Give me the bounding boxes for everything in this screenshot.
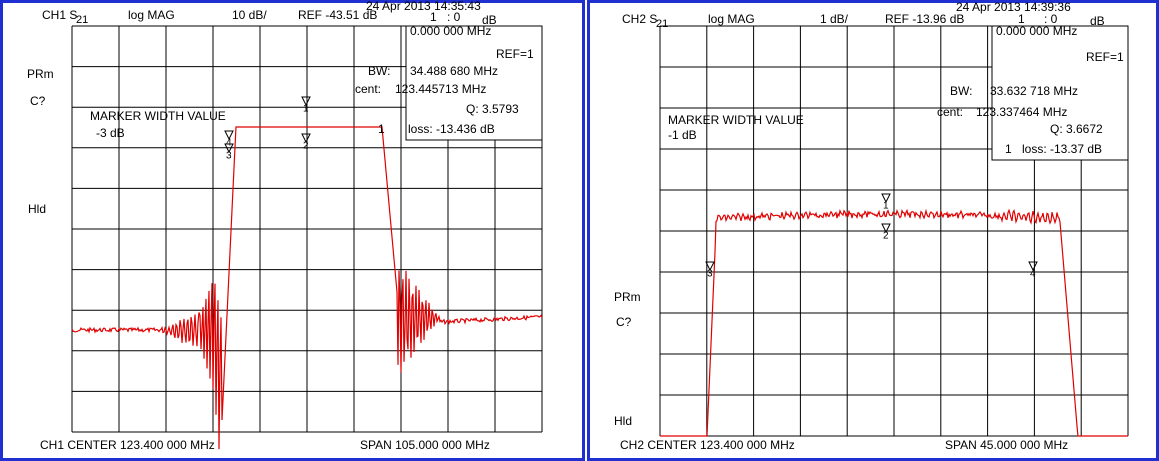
marker: 1 bbox=[430, 10, 437, 24]
param: 21 bbox=[76, 14, 88, 26]
cent-label: cent: bbox=[355, 82, 381, 96]
scale: 1 dB/ bbox=[820, 12, 849, 26]
marker-value: : 0 bbox=[447, 10, 461, 24]
loss: loss: -13.37 dB bbox=[1022, 142, 1102, 156]
marker-triangle bbox=[1028, 261, 1038, 272]
marker-box bbox=[991, 25, 1129, 161]
trace bbox=[660, 208, 1128, 437]
loss-marker: 1 bbox=[378, 122, 385, 136]
ref-marker: REF=1 bbox=[496, 47, 534, 61]
channel: CH2 S bbox=[622, 12, 657, 26]
side-label: C? bbox=[616, 315, 632, 329]
marker-triangle bbox=[705, 261, 715, 272]
right-frame bbox=[587, 0, 1159, 461]
marker-label: 1 bbox=[303, 104, 309, 115]
marker-triangle bbox=[224, 143, 234, 154]
loss-marker: 1 bbox=[1005, 142, 1012, 156]
marker-value: : 0 bbox=[1044, 12, 1058, 26]
cent: 123.337464 MHz bbox=[976, 105, 1067, 119]
width-value: -1 dB bbox=[668, 128, 697, 142]
trace bbox=[71, 126, 543, 450]
ref-marker: REF=1 bbox=[1086, 50, 1124, 64]
side-label: PRm bbox=[614, 290, 641, 304]
marker-label: 2 bbox=[883, 231, 889, 242]
loss: loss: -13.436 dB bbox=[408, 122, 495, 136]
marker-title: MARKER WIDTH VALUE bbox=[668, 113, 804, 127]
cent: 123.445713 MHz bbox=[395, 82, 486, 96]
bw: 34.488 680 MHz bbox=[410, 64, 498, 78]
span: SPAN 45.000 000 MHz bbox=[945, 438, 1068, 452]
ref: REF -13.96 dB bbox=[885, 12, 964, 26]
q: Q: 3.5793 bbox=[466, 102, 519, 116]
freq: 0.000 000 MHz bbox=[410, 24, 491, 38]
width-value: -3 dB bbox=[96, 126, 125, 140]
marker-triangle bbox=[224, 130, 234, 141]
bw: 33.632 718 MHz bbox=[990, 84, 1078, 98]
marker-triangle bbox=[881, 223, 891, 234]
ref: REF -43.51 dB bbox=[298, 8, 377, 22]
timestamp: 24 Apr 2013 14:39:36 bbox=[956, 0, 1071, 14]
side-label: PRm bbox=[27, 67, 54, 81]
bw-label: BW: bbox=[950, 84, 972, 98]
marker-triangle bbox=[301, 133, 311, 144]
marker-unit: dB bbox=[1090, 14, 1105, 28]
marker-label: 1 bbox=[883, 201, 889, 212]
center: CH1 CENTER 123.400 000 MHz bbox=[40, 438, 215, 452]
marker-box bbox=[405, 25, 543, 141]
timestamp: 24 Apr 2013 14:35:43 bbox=[366, 0, 481, 13]
format: log MAG bbox=[128, 8, 175, 22]
center: CH2 CENTER 123.400 000 MHz bbox=[620, 438, 795, 452]
marker-label: 3 bbox=[226, 151, 232, 162]
marker-triangle bbox=[301, 96, 311, 107]
freq: 0.000 000 MHz bbox=[996, 24, 1077, 38]
marker-label: 4 bbox=[226, 138, 232, 149]
channel: CH1 S bbox=[42, 8, 77, 22]
side-label: Hld bbox=[614, 414, 632, 428]
marker-label: 2 bbox=[303, 141, 309, 152]
marker-title: MARKER WIDTH VALUE bbox=[90, 109, 226, 123]
bw-label: BW: bbox=[368, 64, 390, 78]
q: Q: 3.6672 bbox=[1050, 122, 1103, 136]
cent-label: cent: bbox=[937, 105, 963, 119]
marker-triangle bbox=[881, 193, 891, 204]
side-label: Hld bbox=[28, 202, 46, 216]
left-frame bbox=[0, 0, 585, 461]
span: SPAN 105.000 000 MHz bbox=[360, 438, 490, 452]
side-label: C? bbox=[30, 94, 46, 108]
marker-unit: dB bbox=[482, 13, 497, 27]
format: log MAG bbox=[708, 12, 755, 26]
param: 21 bbox=[656, 18, 668, 30]
scale: 10 dB/ bbox=[232, 8, 267, 22]
marker: 1 bbox=[1018, 12, 1025, 26]
marker-label: 4 bbox=[1030, 269, 1036, 280]
marker-label: 3 bbox=[707, 269, 713, 280]
